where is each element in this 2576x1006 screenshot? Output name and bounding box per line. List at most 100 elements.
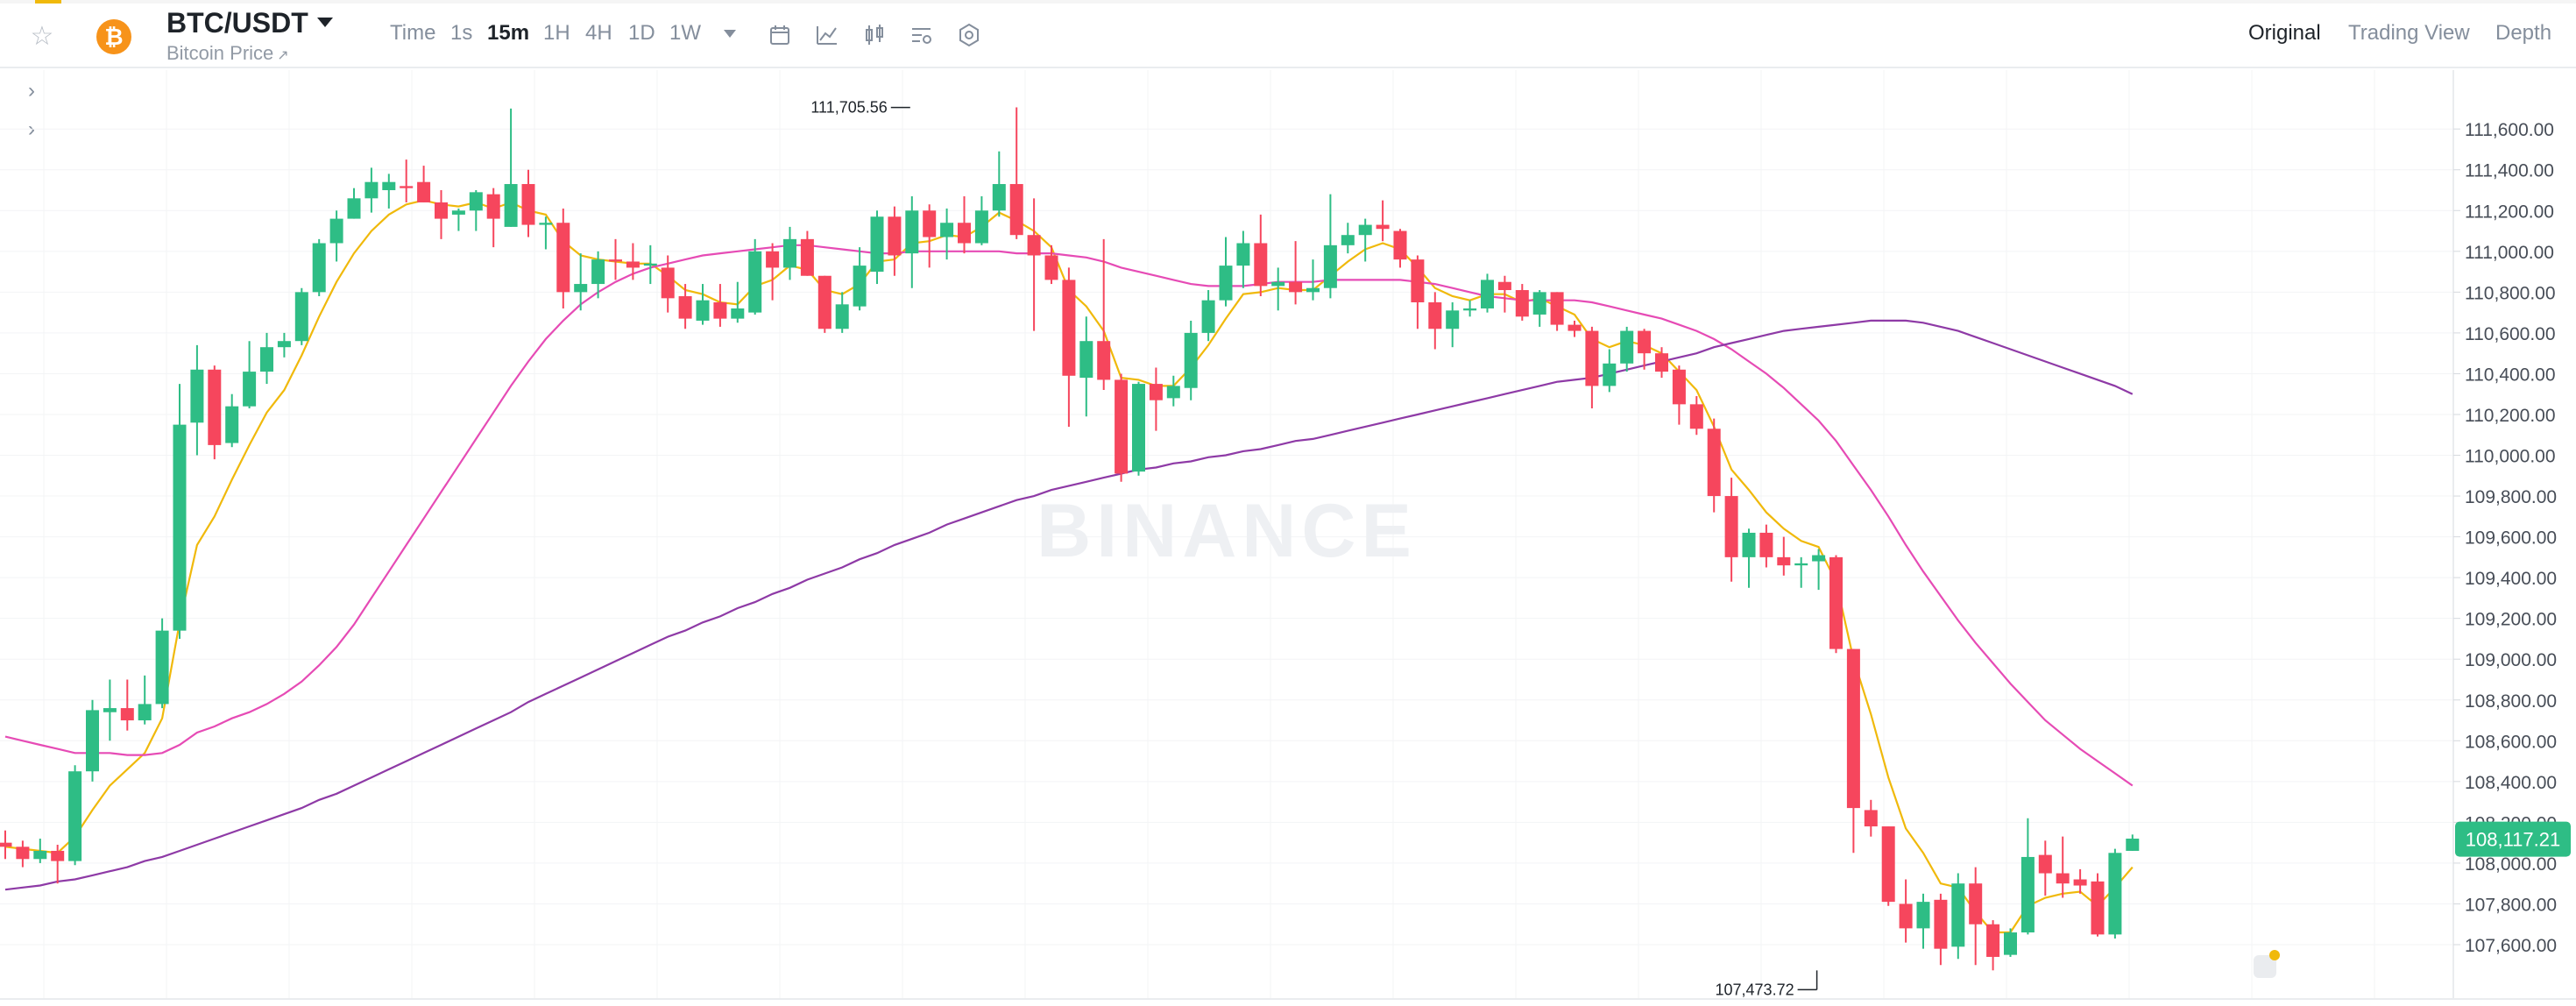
timeframe-4h[interactable]: 4H bbox=[585, 21, 612, 45]
timeframe-1w[interactable]: 1W bbox=[669, 21, 701, 45]
candle-body bbox=[1062, 280, 1076, 376]
candle-body bbox=[1428, 301, 1442, 329]
high-price-label: 111,705.56 bbox=[810, 99, 887, 117]
timeframe-1s[interactable]: 1s bbox=[450, 21, 473, 45]
candle bbox=[1097, 238, 1111, 391]
candle bbox=[1777, 536, 1791, 576]
candle bbox=[1585, 326, 1599, 408]
candle bbox=[1062, 267, 1076, 427]
candle bbox=[347, 188, 361, 219]
candle bbox=[1289, 241, 1303, 305]
candle-body bbox=[1585, 330, 1599, 386]
candle bbox=[783, 226, 796, 280]
candle bbox=[888, 206, 902, 276]
candle-body bbox=[2126, 838, 2140, 851]
candle-body bbox=[364, 181, 379, 199]
candle-body bbox=[103, 708, 117, 712]
pair-title[interactable]: BTC/USDT bbox=[166, 7, 308, 39]
candle bbox=[766, 243, 780, 301]
candle-body bbox=[1463, 308, 1477, 311]
candle bbox=[417, 166, 431, 202]
subtitle-text: Bitcoin Price bbox=[166, 42, 274, 64]
candle-body bbox=[1724, 496, 1738, 557]
candle-body bbox=[783, 238, 796, 268]
timeframe-15m[interactable]: 15m bbox=[487, 21, 530, 45]
candle-body bbox=[1184, 332, 1198, 388]
pair-dropdown-caret-icon[interactable] bbox=[317, 18, 333, 27]
candle-body bbox=[626, 261, 640, 268]
candle bbox=[1707, 418, 1721, 513]
candle bbox=[1481, 273, 1494, 313]
candle-body bbox=[1707, 429, 1721, 497]
candle bbox=[2056, 836, 2070, 898]
candle bbox=[400, 159, 414, 202]
current-price-value: 108,117.21 bbox=[2466, 829, 2560, 851]
candle bbox=[992, 151, 1006, 217]
candle bbox=[1532, 290, 1546, 327]
candle-body bbox=[68, 771, 82, 861]
timeframe-1d[interactable]: 1D bbox=[628, 21, 655, 45]
candle-body bbox=[469, 192, 483, 211]
candle bbox=[1079, 316, 1093, 417]
candle-body bbox=[2108, 853, 2122, 935]
candle-body bbox=[2038, 854, 2052, 874]
price-tick-label: 110,200.00 bbox=[2465, 406, 2556, 426]
candle bbox=[103, 679, 117, 741]
candle-body bbox=[1097, 341, 1111, 380]
candle-body bbox=[1812, 555, 1826, 562]
candle bbox=[2020, 818, 2035, 935]
view-tradingview-tab[interactable]: Trading View bbox=[2348, 21, 2470, 45]
candle bbox=[294, 287, 308, 345]
candle bbox=[1132, 381, 1145, 476]
candle bbox=[870, 210, 884, 285]
candle-body bbox=[2020, 856, 2035, 933]
candle bbox=[382, 174, 396, 209]
candle bbox=[1742, 528, 1756, 588]
candle-body bbox=[1132, 384, 1145, 472]
candle bbox=[277, 332, 291, 358]
price-tick-label: 108,600.00 bbox=[2465, 732, 2557, 752]
candle bbox=[905, 195, 919, 288]
candle bbox=[800, 230, 814, 276]
settings-list-icon[interactable] bbox=[909, 23, 934, 47]
view-original-tab[interactable]: Original bbox=[2248, 21, 2321, 45]
view-depth-tab[interactable]: Depth bbox=[2495, 21, 2552, 45]
timeframe-more-caret-icon[interactable] bbox=[724, 30, 736, 38]
candles bbox=[0, 107, 2140, 971]
candle-body bbox=[400, 186, 414, 188]
candle bbox=[225, 393, 239, 448]
timeframe-1h[interactable]: 1H bbox=[543, 21, 570, 45]
candle-body bbox=[2056, 873, 2070, 884]
indicator-icon[interactable] bbox=[815, 23, 839, 47]
timeframe-time[interactable]: Time bbox=[390, 21, 436, 45]
candle-body bbox=[1201, 300, 1215, 333]
candle-body bbox=[1236, 243, 1250, 266]
candle-body bbox=[1655, 353, 1668, 372]
price-tick-label: 108,400.00 bbox=[2465, 773, 2557, 793]
candle bbox=[556, 208, 570, 308]
price-axis: 111,600.00 111,400.00 111,200.00 111,000.00… bbox=[0, 70, 2576, 1000]
candle bbox=[1568, 320, 1582, 337]
hexagon-settings-icon[interactable] bbox=[957, 23, 981, 47]
candle bbox=[16, 840, 30, 868]
subtitle-link[interactable]: Bitcoin Price ↗ bbox=[166, 42, 289, 65]
candle-body bbox=[1638, 330, 1652, 354]
expand-indicators-icon[interactable]: › bbox=[28, 79, 35, 103]
candle bbox=[1846, 648, 1860, 854]
candle-body bbox=[1777, 556, 1791, 566]
candle-body bbox=[958, 223, 971, 244]
candle bbox=[1376, 200, 1390, 242]
favorite-star-icon[interactable]: ☆ bbox=[30, 22, 54, 51]
calendar-icon[interactable] bbox=[768, 23, 792, 47]
candle bbox=[1323, 194, 1337, 299]
candle-body bbox=[1376, 224, 1390, 230]
candle-type-icon[interactable] bbox=[862, 23, 887, 47]
candle-body bbox=[1149, 384, 1163, 400]
candle bbox=[1428, 292, 1442, 350]
candle-body bbox=[1864, 810, 1878, 827]
candle bbox=[451, 208, 465, 231]
price-tick-label: 111,600.00 bbox=[2465, 120, 2554, 140]
candle bbox=[1184, 320, 1198, 400]
candle bbox=[190, 344, 204, 456]
